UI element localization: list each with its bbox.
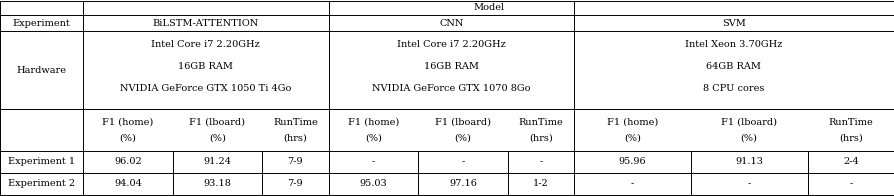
Text: Experiment 1: Experiment 1 — [8, 158, 75, 166]
Text: 91.24: 91.24 — [204, 158, 232, 166]
Text: F1 (home): F1 (home) — [607, 118, 658, 127]
Text: -: - — [461, 158, 465, 166]
Text: RunTime: RunTime — [829, 118, 873, 127]
Text: F1 (home): F1 (home) — [102, 118, 154, 127]
Text: F1 (lboard): F1 (lboard) — [434, 118, 491, 127]
Text: Intel Core i7 2.20GHz: Intel Core i7 2.20GHz — [397, 40, 506, 49]
Text: -: - — [539, 158, 543, 166]
Text: (%): (%) — [120, 133, 137, 142]
Text: (hrs): (hrs) — [529, 133, 552, 142]
Text: 93.18: 93.18 — [204, 180, 232, 189]
Text: 7-9: 7-9 — [288, 158, 303, 166]
Text: 16GB RAM: 16GB RAM — [178, 62, 233, 71]
Text: Intel Core i7 2.20GHz: Intel Core i7 2.20GHz — [151, 40, 260, 49]
Text: NVIDIA GeForce GTX 1050 Ti 4Go: NVIDIA GeForce GTX 1050 Ti 4Go — [120, 84, 291, 93]
Text: BiLSTM-ATTENTION: BiLSTM-ATTENTION — [153, 18, 259, 27]
Text: Experiment 2: Experiment 2 — [8, 180, 75, 189]
Text: 2-4: 2-4 — [843, 158, 858, 166]
Text: (%): (%) — [209, 133, 226, 142]
Text: Experiment: Experiment — [13, 18, 71, 27]
Text: RunTime: RunTime — [273, 118, 317, 127]
Text: F1 (home): F1 (home) — [348, 118, 399, 127]
Text: (hrs): (hrs) — [839, 133, 863, 142]
Text: RunTime: RunTime — [519, 118, 563, 127]
Text: SVM: SVM — [722, 18, 746, 27]
Text: NVIDIA GeForce GTX 1070 8Go: NVIDIA GeForce GTX 1070 8Go — [372, 84, 530, 93]
Text: (%): (%) — [365, 133, 382, 142]
Text: -: - — [372, 158, 375, 166]
Text: 64GB RAM: 64GB RAM — [706, 62, 762, 71]
Text: -: - — [849, 180, 852, 189]
Text: 16GB RAM: 16GB RAM — [424, 62, 478, 71]
Text: 97.16: 97.16 — [449, 180, 477, 189]
Text: 95.96: 95.96 — [619, 158, 646, 166]
Text: -: - — [747, 180, 751, 189]
Text: F1 (lboard): F1 (lboard) — [190, 118, 246, 127]
Text: (%): (%) — [741, 133, 757, 142]
Text: Intel Xeon 3.70GHz: Intel Xeon 3.70GHz — [685, 40, 782, 49]
Text: 8 CPU cores: 8 CPU cores — [704, 84, 764, 93]
Text: Model: Model — [473, 4, 504, 13]
Text: 94.04: 94.04 — [114, 180, 142, 189]
Text: 96.02: 96.02 — [114, 158, 142, 166]
Text: CNN: CNN — [439, 18, 463, 27]
Text: 1-2: 1-2 — [533, 180, 549, 189]
Text: (%): (%) — [454, 133, 471, 142]
Text: (hrs): (hrs) — [283, 133, 308, 142]
Text: 91.13: 91.13 — [735, 158, 763, 166]
Text: (%): (%) — [624, 133, 641, 142]
Text: Hardware: Hardware — [17, 65, 66, 74]
Text: 95.03: 95.03 — [359, 180, 387, 189]
Text: 7-9: 7-9 — [288, 180, 303, 189]
Text: -: - — [630, 180, 634, 189]
Text: F1 (lboard): F1 (lboard) — [721, 118, 777, 127]
